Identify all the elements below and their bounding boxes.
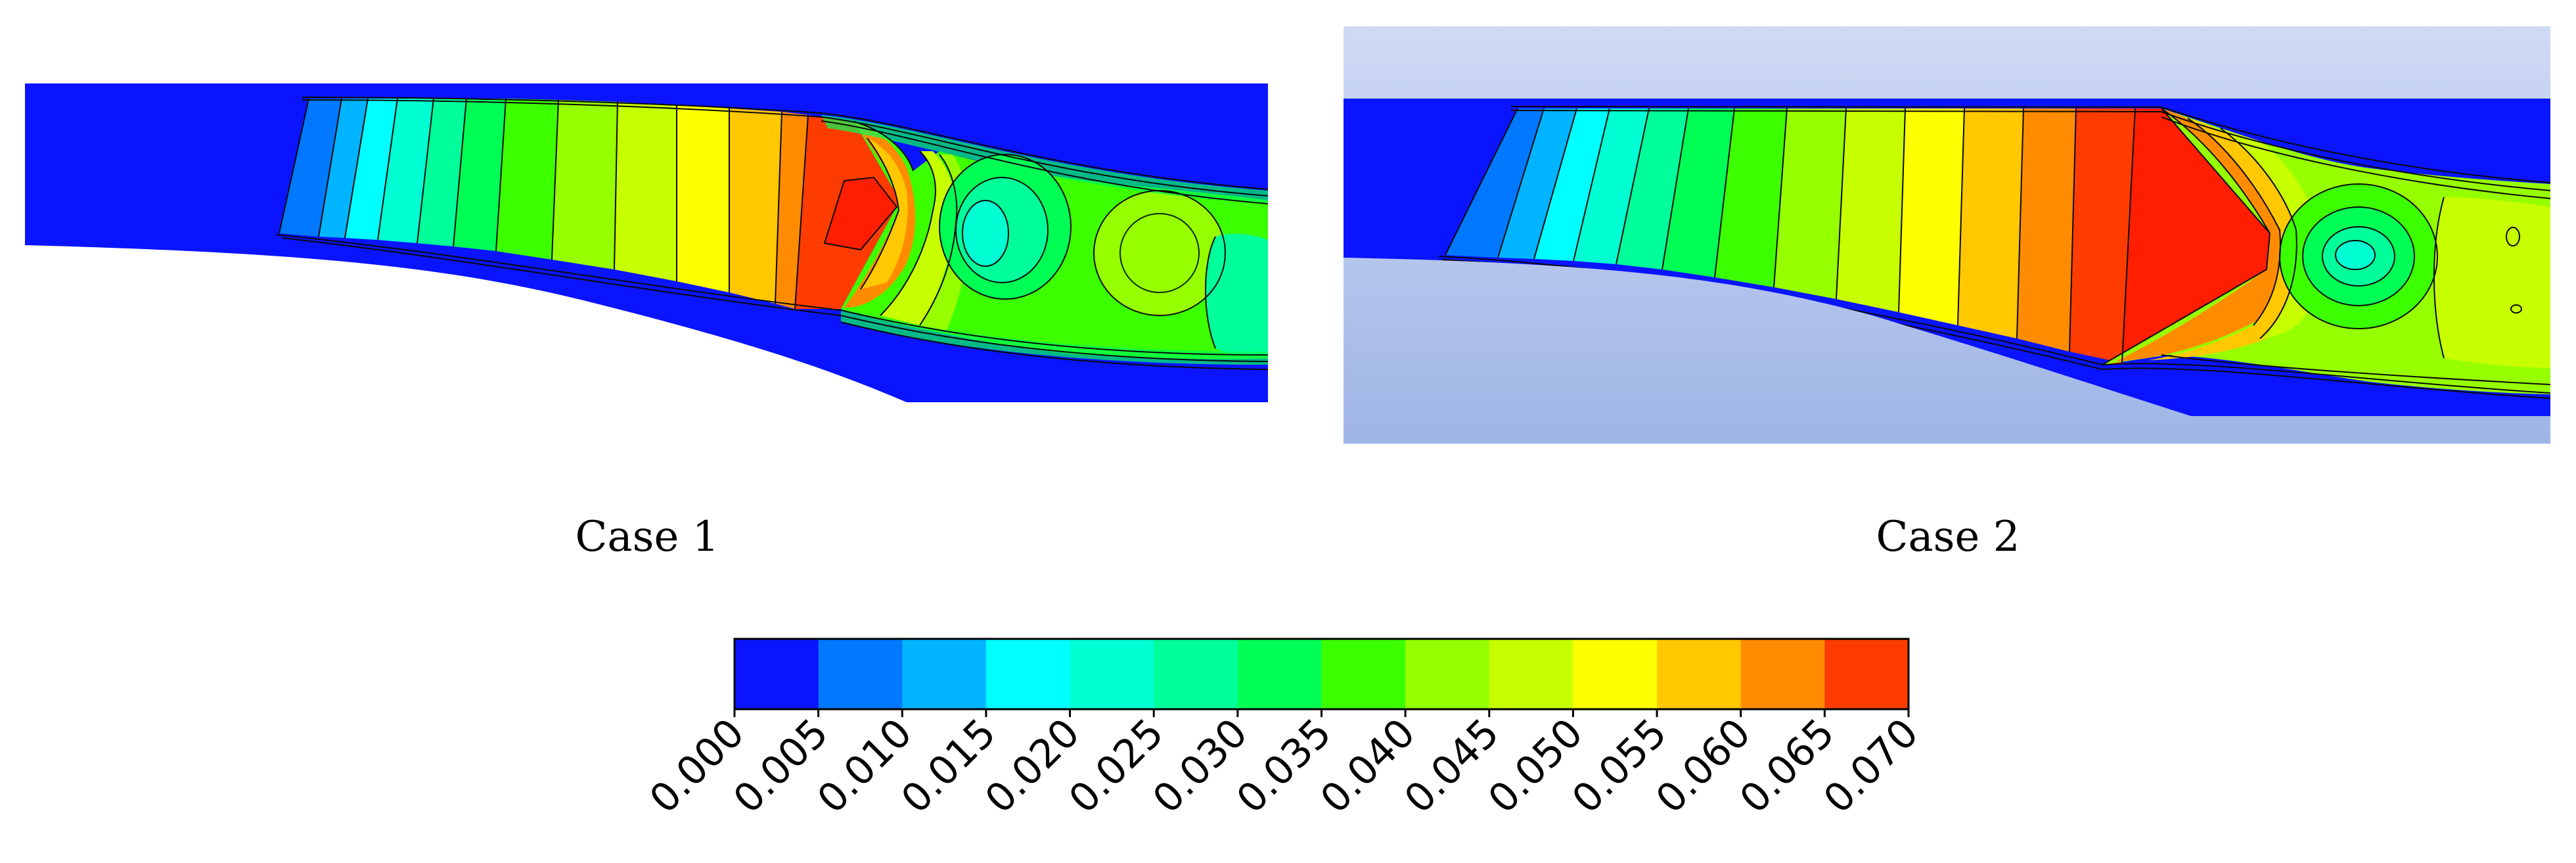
case2-band xyxy=(2069,108,2135,363)
colorbar-tick-label: 0.010 xyxy=(809,710,921,822)
colorbar-tick-label: 0.050 xyxy=(1480,710,1592,822)
case1-band xyxy=(861,138,908,289)
colorbar-swatch xyxy=(1405,639,1490,709)
colorbar-tick-label: 0.025 xyxy=(1060,710,1173,822)
colorbar-swatch xyxy=(1070,639,1154,709)
case1-band xyxy=(729,108,782,304)
case2-caption: Case 2 xyxy=(1876,513,2020,561)
colorbar-swatch xyxy=(818,639,903,709)
colorbar-tick-label: 0.020 xyxy=(976,710,1089,822)
case2-band xyxy=(1958,108,2023,338)
case2-band xyxy=(1534,108,1610,261)
case1-vortex-core xyxy=(962,200,1008,266)
case2-vortex-core xyxy=(2336,241,2375,269)
case2-band xyxy=(1774,108,1846,299)
colorbar-swatch xyxy=(1657,639,1742,709)
case1-caption: Case 1 xyxy=(576,513,719,561)
case1-band xyxy=(345,99,397,240)
colorbar-tick-label: 0.000 xyxy=(641,710,754,822)
colorbar-swatch xyxy=(1573,639,1658,709)
case2-band xyxy=(1498,108,1577,259)
case1-band xyxy=(378,99,434,243)
colorbar-swatch xyxy=(734,639,819,709)
case1-band xyxy=(880,151,956,325)
case2-band xyxy=(1715,108,1787,287)
colorbar-legend: 0.0000.0050.0100.0150.0200.0250.0300.035… xyxy=(641,638,1928,822)
case2-band xyxy=(1899,108,1964,325)
colorbar-tick-label: 0.030 xyxy=(1144,710,1256,822)
colorbar-tick-label: 0.045 xyxy=(1395,710,1508,822)
case1-isolines xyxy=(275,97,1268,370)
case1-shear-layer xyxy=(841,309,1268,365)
case2-band xyxy=(2115,108,2282,362)
case2-isolines xyxy=(1438,106,2550,399)
case1-vortex xyxy=(1206,233,1268,356)
case1-band xyxy=(775,112,808,309)
case1-band xyxy=(677,105,729,292)
case1-max-core xyxy=(825,177,897,250)
case1-shear-layer xyxy=(821,115,1268,204)
colorbar-tick-label: 0.040 xyxy=(1312,710,1424,822)
colorbar-tick-label: 0.060 xyxy=(1647,710,1759,822)
case1-band xyxy=(319,99,368,238)
case1-band xyxy=(453,99,506,251)
colorbar-tick-label: 0.035 xyxy=(1228,710,1340,822)
case1-band xyxy=(552,100,618,269)
colorbar-tick-label: 0.005 xyxy=(725,710,837,822)
case2-band xyxy=(1445,108,1544,258)
case1-contour-plot xyxy=(25,83,1268,402)
case2-max-region xyxy=(2102,108,2270,365)
colorbar-swatch xyxy=(985,639,1071,709)
colorbar-tick-label: 0.070 xyxy=(1815,710,1928,822)
case2-band xyxy=(1662,108,1734,277)
case2-band xyxy=(1836,108,1905,312)
colorbar-swatch xyxy=(1237,639,1322,709)
case1-band xyxy=(614,102,677,281)
colorbar-swatch xyxy=(1321,639,1406,709)
case1-panel xyxy=(25,83,1268,402)
case1-band xyxy=(496,99,558,260)
colorbar-swatch xyxy=(1154,639,1238,709)
colorbar-swatch xyxy=(902,639,987,709)
case1-band xyxy=(279,99,342,237)
colorbar-swatch xyxy=(1489,639,1573,709)
case2-band xyxy=(1573,108,1649,264)
colorbar-tick-label: 0.015 xyxy=(893,710,1005,822)
colorbar-tick-label: 0.065 xyxy=(1731,710,1843,822)
case2-band xyxy=(2017,108,2076,352)
colorbar-swatch xyxy=(1740,639,1825,709)
case2-vortex xyxy=(2434,197,2550,368)
colorbar-swatch xyxy=(1824,639,1909,709)
case2-band xyxy=(1616,108,1688,269)
colorbar-tick-label: 0.055 xyxy=(1564,710,1676,822)
case2-panel xyxy=(1344,26,2550,444)
case1-vortex-core xyxy=(1119,213,1200,293)
case2-band xyxy=(2148,118,2302,360)
